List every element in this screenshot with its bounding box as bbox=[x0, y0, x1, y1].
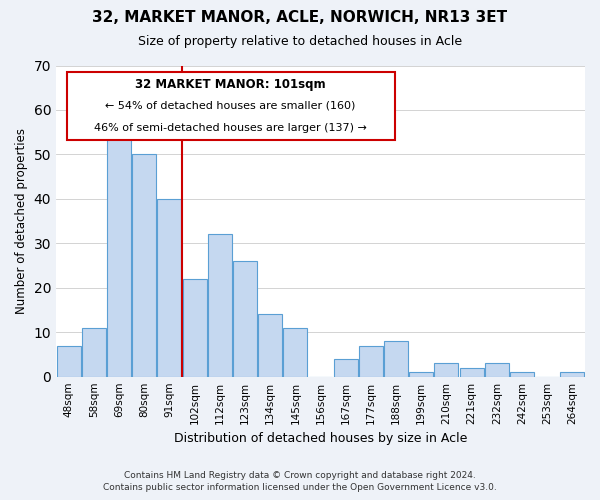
Bar bbox=[283, 328, 307, 376]
Bar bbox=[157, 199, 181, 376]
Bar bbox=[409, 372, 433, 376]
Bar bbox=[359, 346, 383, 376]
Bar bbox=[434, 364, 458, 376]
Bar bbox=[560, 372, 584, 376]
Text: Contains HM Land Registry data © Crown copyright and database right 2024.
Contai: Contains HM Land Registry data © Crown c… bbox=[103, 471, 497, 492]
Text: ← 54% of detached houses are smaller (160): ← 54% of detached houses are smaller (16… bbox=[106, 101, 356, 111]
X-axis label: Distribution of detached houses by size in Acle: Distribution of detached houses by size … bbox=[174, 432, 467, 445]
Y-axis label: Number of detached properties: Number of detached properties bbox=[15, 128, 28, 314]
Bar bbox=[56, 346, 80, 376]
Bar bbox=[132, 154, 156, 376]
Text: 32 MARKET MANOR: 101sqm: 32 MARKET MANOR: 101sqm bbox=[135, 78, 326, 90]
Bar bbox=[460, 368, 484, 376]
Bar bbox=[510, 372, 534, 376]
Bar bbox=[485, 364, 509, 376]
Bar bbox=[182, 279, 206, 376]
FancyBboxPatch shape bbox=[67, 72, 395, 140]
Bar bbox=[82, 328, 106, 376]
Text: 32, MARKET MANOR, ACLE, NORWICH, NR13 3ET: 32, MARKET MANOR, ACLE, NORWICH, NR13 3E… bbox=[92, 10, 508, 25]
Text: Size of property relative to detached houses in Acle: Size of property relative to detached ho… bbox=[138, 35, 462, 48]
Bar bbox=[258, 314, 282, 376]
Bar bbox=[107, 132, 131, 376]
Bar bbox=[233, 261, 257, 376]
Bar bbox=[384, 341, 408, 376]
Text: 46% of semi-detached houses are larger (137) →: 46% of semi-detached houses are larger (… bbox=[94, 123, 367, 133]
Bar bbox=[208, 234, 232, 376]
Bar bbox=[334, 359, 358, 376]
